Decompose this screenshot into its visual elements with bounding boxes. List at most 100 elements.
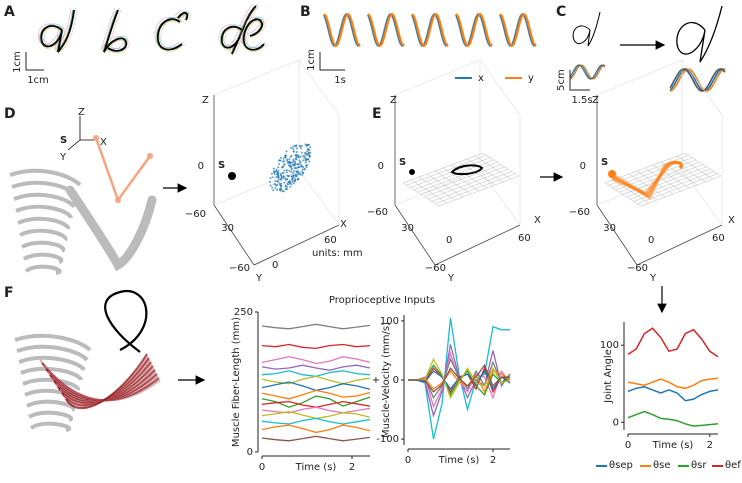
illustration bbox=[411, 13, 449, 47]
illustration bbox=[218, 3, 254, 53]
illustration bbox=[455, 12, 493, 48]
illustration bbox=[499, 13, 537, 47]
series-line bbox=[408, 357, 511, 400]
illustration bbox=[499, 14, 537, 46]
illustration bbox=[466, 158, 504, 183]
illustration bbox=[43, 9, 78, 53]
legend-label: θsr bbox=[691, 460, 707, 471]
scatter-point bbox=[280, 178, 283, 181]
series-line bbox=[261, 375, 371, 385]
illustration bbox=[367, 13, 405, 47]
illustration bbox=[450, 164, 484, 176]
panel-label: B bbox=[300, 4, 311, 20]
scatter-point bbox=[292, 145, 294, 148]
frame-label: Z bbox=[78, 107, 85, 118]
axis-label: X bbox=[534, 215, 541, 226]
legend-label: θef bbox=[725, 460, 741, 471]
illustration bbox=[455, 13, 493, 47]
illustration bbox=[431, 171, 512, 202]
illustration bbox=[367, 13, 405, 47]
scatter-point bbox=[300, 147, 303, 150]
tick-label: 60 bbox=[324, 235, 337, 246]
scatter-point bbox=[292, 159, 295, 162]
scatter-point bbox=[285, 171, 288, 174]
axis-label: Y bbox=[649, 273, 657, 284]
illustration bbox=[569, 64, 606, 80]
joint bbox=[608, 170, 616, 178]
illustration bbox=[455, 13, 493, 47]
illustration bbox=[367, 13, 405, 47]
scatter-point bbox=[292, 148, 295, 151]
units-note: units: mm bbox=[312, 248, 363, 259]
scatter-point bbox=[276, 183, 279, 186]
scale-label: 1cm bbox=[306, 49, 317, 71]
e-plot: Z 0 −60 S X 60 0 30 −60 Y bbox=[569, 95, 735, 284]
series-line bbox=[261, 395, 371, 408]
y-tick-label: 0 bbox=[613, 417, 619, 428]
scatter-point bbox=[286, 159, 289, 162]
scatter-point bbox=[308, 160, 311, 163]
illustration bbox=[668, 158, 706, 183]
illustration bbox=[367, 13, 405, 47]
illustration bbox=[411, 13, 449, 47]
scatter-point bbox=[274, 183, 277, 186]
scatter-point bbox=[275, 168, 278, 171]
illustration bbox=[323, 13, 361, 47]
series-line bbox=[261, 411, 371, 420]
illustration bbox=[428, 168, 509, 200]
illustration bbox=[455, 13, 493, 47]
scatter-point bbox=[309, 146, 312, 149]
scatter-point bbox=[306, 150, 309, 153]
illustration bbox=[474, 155, 512, 180]
joint bbox=[115, 197, 121, 203]
illustration bbox=[220, 5, 257, 55]
series-line bbox=[627, 410, 719, 427]
scale-label: 1s bbox=[334, 75, 346, 86]
illustration bbox=[411, 13, 449, 47]
tick-label: 0 bbox=[648, 235, 654, 246]
scatter-point bbox=[287, 181, 290, 184]
series-line bbox=[408, 363, 510, 393]
illustration bbox=[652, 164, 690, 189]
illustration bbox=[569, 64, 606, 80]
scatter-point bbox=[295, 144, 298, 147]
scatter-point bbox=[272, 167, 275, 170]
scatter-point bbox=[295, 175, 298, 178]
scatter-point bbox=[302, 154, 305, 157]
illustration bbox=[394, 59, 521, 226]
scatter-point bbox=[297, 178, 300, 181]
scatter-point bbox=[297, 163, 300, 166]
axis-label: Z bbox=[592, 95, 599, 106]
scatter-point bbox=[291, 175, 294, 178]
scatter-point bbox=[308, 154, 311, 156]
scatter-point bbox=[294, 177, 297, 180]
plus-sign: + bbox=[372, 375, 380, 386]
scatter-point bbox=[277, 166, 280, 169]
y-axis-label: Muscle Fiber-Length (mm) bbox=[231, 317, 242, 447]
scatter-point bbox=[275, 173, 278, 176]
tick-label: 30 bbox=[603, 223, 616, 234]
y-tick-label: 100 bbox=[380, 316, 399, 327]
scatter-point bbox=[284, 184, 287, 187]
scatter-point bbox=[282, 190, 285, 193]
scatter-point bbox=[308, 152, 310, 155]
illustration bbox=[411, 13, 449, 47]
illustration bbox=[367, 12, 405, 48]
scatter-point bbox=[305, 166, 308, 169]
joint bbox=[228, 172, 236, 180]
illustration bbox=[438, 175, 520, 207]
illustration bbox=[323, 13, 361, 47]
scatter-point bbox=[269, 177, 272, 180]
start-label: S bbox=[218, 160, 225, 171]
scatter-point bbox=[278, 163, 280, 166]
illustration bbox=[104, 289, 148, 353]
scatter-point bbox=[288, 174, 291, 177]
panel-label: A bbox=[4, 4, 15, 20]
series-line bbox=[261, 406, 371, 414]
x-axis-label: Time (s) bbox=[438, 455, 480, 466]
scatter-point bbox=[277, 178, 280, 181]
scatter-point bbox=[278, 159, 281, 162]
series-line bbox=[261, 370, 371, 378]
tick-label: 0 bbox=[446, 235, 452, 246]
illustration bbox=[157, 12, 189, 51]
